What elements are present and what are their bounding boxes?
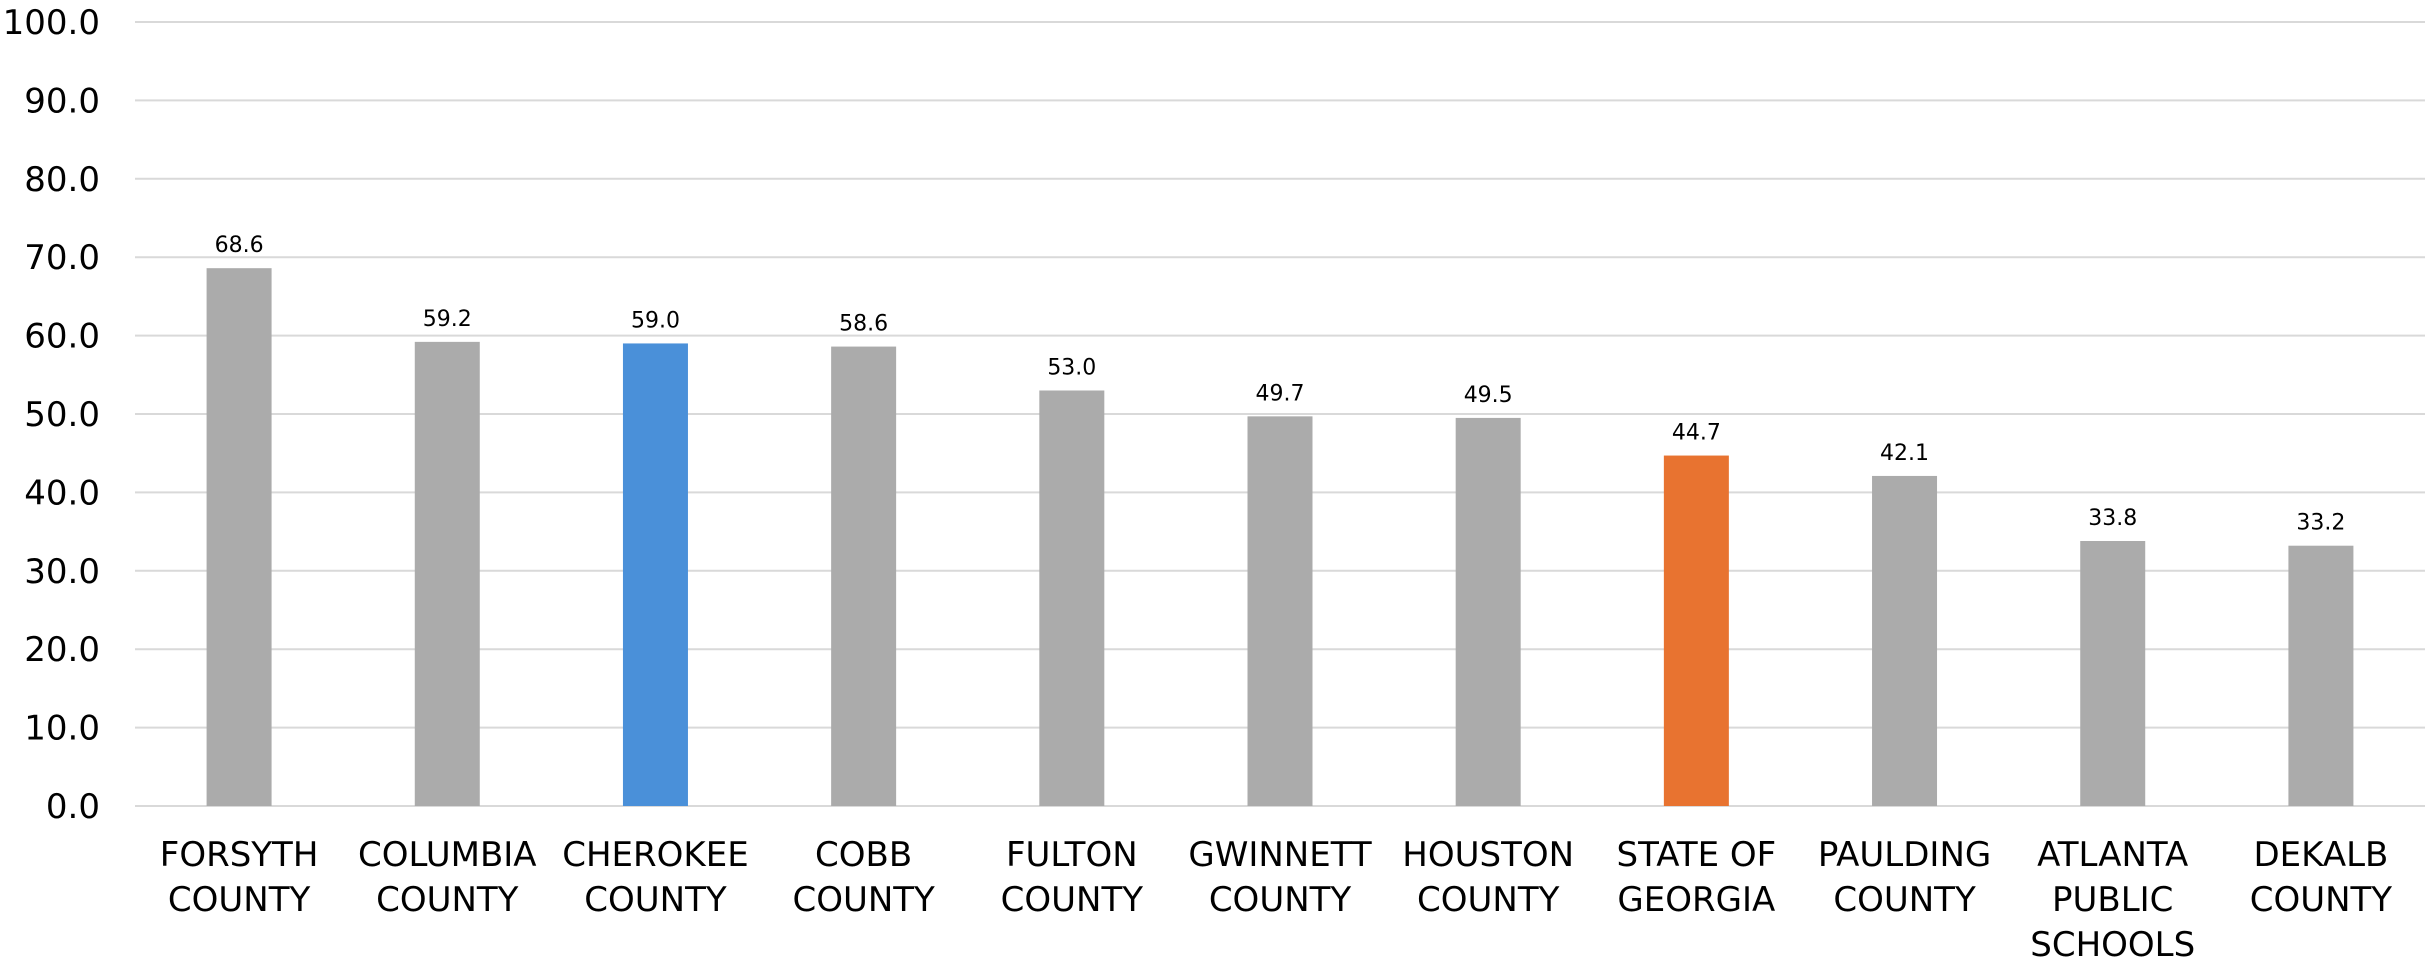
y-tick-label: 40.0 [24, 473, 100, 513]
x-category-label-line: PAULDING [1818, 835, 1991, 875]
x-category-label: FORSYTH COUNTY [160, 835, 319, 920]
x-category-label-line: DEKALB [2253, 835, 2388, 875]
x-category-label: GWINNETT COUNTY [1188, 835, 1372, 920]
x-category-label-line: ATLANTA [2037, 835, 2188, 875]
x-category-label-line: CHEROKEE [562, 835, 748, 875]
bar [622, 343, 688, 806]
x-category-label-line: COUNTY [1833, 880, 1976, 920]
y-tick-label: 70.0 [24, 238, 100, 278]
x-category-label: STATE OF GEORGIA [1617, 835, 1777, 920]
bar [206, 268, 272, 806]
data-label: 33.2 [2296, 511, 2345, 536]
bar [1872, 475, 1938, 806]
x-category-label-line: COUNTY [584, 880, 727, 920]
x-category-label-line: COUNTY [1209, 880, 1352, 920]
data-label: 68.6 [215, 233, 264, 258]
x-category-label-line: COUNTY [1001, 880, 1144, 920]
y-tick-label: 60.0 [24, 317, 100, 357]
data-label: 49.5 [1464, 383, 1513, 408]
data-label: 49.7 [1256, 381, 1305, 406]
x-category-label-line: HOUSTON [1402, 835, 1574, 875]
x-category-label-line: COUNTY [1417, 880, 1560, 920]
y-tick-label: 100.0 [3, 3, 100, 43]
bar [2080, 541, 2146, 806]
bars [206, 268, 2354, 806]
data-label: 59.2 [423, 307, 472, 332]
x-category-label-line: FORSYTH [160, 835, 319, 875]
bar [414, 341, 480, 806]
data-label: 59.0 [631, 308, 680, 333]
y-tick-label: 50.0 [24, 395, 100, 435]
x-category-label-line: PUBLIC [2052, 880, 2173, 920]
x-category-label: COBB COUNTY [792, 835, 935, 920]
y-axis-tick-labels: 0.0 10.0 20.0 30.0 40.0 50.0 60.0 70.0 80.0 90.0 1… [3, 3, 100, 827]
x-category-label: HOUSTON COUNTY [1402, 835, 1574, 920]
bar [2288, 545, 2354, 806]
data-label: 42.1 [1880, 441, 1929, 466]
x-category-label-line: COBB [815, 835, 912, 875]
x-category-label-line: FULTON [1006, 835, 1138, 875]
bar [1039, 390, 1105, 806]
y-tick-label: 30.0 [24, 552, 100, 592]
x-category-label-line: COLUMBIA [358, 835, 537, 875]
x-category-label-line: COUNTY [792, 880, 935, 920]
y-tick-label: 90.0 [24, 81, 100, 121]
y-tick-label: 80.0 [24, 160, 100, 200]
data-label: 44.7 [1672, 421, 1721, 446]
data-labels: 68.6 59.2 59.0 58.6 53.0 49.7 49.5 44.7 42.1 33.8… [215, 233, 2346, 536]
bar [1663, 455, 1729, 806]
y-tick-label: 0.0 [46, 787, 100, 827]
x-category-label-line: COUNTY [2250, 880, 2393, 920]
x-category-label: ATLANTA PUBLIC SCHOOLS [2030, 835, 2195, 960]
data-label: 33.8 [2088, 506, 2137, 531]
bar [1455, 417, 1521, 806]
bar [831, 346, 897, 806]
x-category-label: FULTON COUNTY [1001, 835, 1144, 920]
x-category-label: CHEROKEE COUNTY [562, 835, 748, 920]
x-category-label: DEKALB COUNTY [2250, 835, 2393, 920]
x-category-label: COLUMBIA COUNTY [358, 835, 537, 920]
y-tick-label: 10.0 [24, 709, 100, 749]
bar [1247, 416, 1313, 806]
y-tick-label: 20.0 [24, 630, 100, 670]
x-category-label-line: COUNTY [168, 880, 311, 920]
x-category-label-line: GWINNETT [1188, 835, 1372, 875]
x-category-label-line: GEORGIA [1617, 880, 1775, 920]
x-category-label-line: COUNTY [376, 880, 519, 920]
x-category-label-line: STATE OF [1617, 835, 1777, 875]
x-axis-category-labels: FORSYTH COUNTY COLUMBIA COUNTY CHEROKEE COUNT… [160, 835, 2393, 964]
x-category-label: PAULDING COUNTY [1818, 835, 1991, 920]
data-label: 58.6 [839, 312, 888, 337]
x-category-label-line: SCHOOLS [2030, 925, 2195, 960]
data-label: 53.0 [1047, 355, 1096, 380]
